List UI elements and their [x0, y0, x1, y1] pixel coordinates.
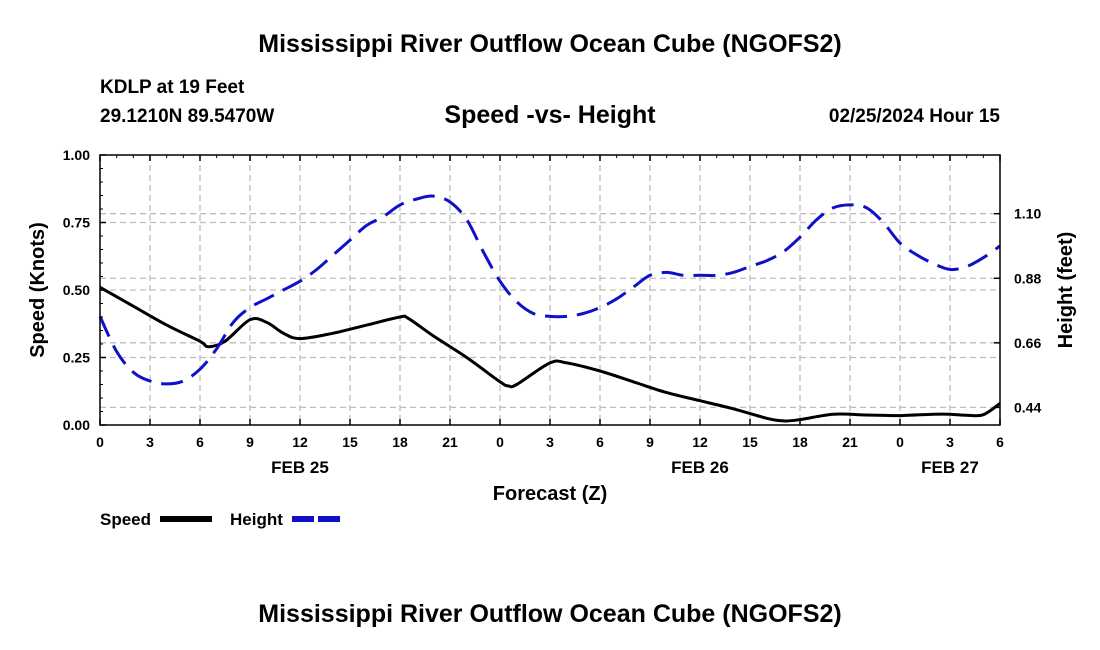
y2-tick-label: 0.44	[1014, 399, 1041, 415]
x-tick-label: 15	[742, 434, 758, 450]
y-tick-label: 1.00	[63, 147, 90, 163]
x-tick-label: 18	[792, 434, 808, 450]
y-tick-label: 0.50	[63, 282, 90, 298]
x-tick-label: 12	[692, 434, 708, 450]
y-tick-label: 0.25	[63, 350, 90, 366]
x-tick-label: 21	[842, 434, 858, 450]
date-label: FEB 27	[921, 458, 979, 477]
x-tick-label: 6	[596, 434, 604, 450]
y2-tick-label: 0.88	[1014, 270, 1041, 286]
x-tick-label: 0	[96, 434, 104, 450]
x-tick-label: 3	[546, 434, 554, 450]
legend-label-speed: Speed	[100, 510, 151, 529]
x-tick-label: 6	[996, 434, 1004, 450]
date-label: FEB 26	[671, 458, 729, 477]
legend: Speed Height	[100, 510, 344, 529]
y-tick-label: 0.00	[63, 417, 90, 433]
x-tick-label: 18	[392, 434, 408, 450]
grid-layer	[100, 155, 1000, 425]
y-axis-label: Speed (Knots)	[27, 222, 49, 358]
x-tick-label: 3	[946, 434, 954, 450]
x-axis-label: Forecast (Z)	[493, 483, 607, 505]
x-tick-label: 21	[442, 434, 458, 450]
tick-layer: 0 3 6 9 12 15 18 21 0 3 6 9 12 15 18 21 0 3 6 0.00 0.25 0.50 0…	[63, 147, 1042, 477]
y2-tick-label: 0.66	[1014, 335, 1041, 351]
x-tick-label: 12	[292, 434, 308, 450]
y-tick-label: 0.75	[63, 215, 90, 231]
y2-axis-label: Height (feet)	[1055, 232, 1077, 349]
x-tick-label: 0	[896, 434, 904, 450]
y2-tick-label: 1.10	[1014, 206, 1041, 222]
date-label: FEB 25	[271, 458, 329, 477]
x-tick-label: 15	[342, 434, 358, 450]
legend-label-height: Height	[230, 510, 283, 529]
x-tick-label: 3	[146, 434, 154, 450]
speed-height-chart: 0 3 6 9 12 15 18 21 0 3 6 9 12 15 18 21 0 3 6 0.00 0.25 0.50 0…	[0, 0, 1100, 650]
bottom-title: Mississippi River Outflow Ocean Cube (NG…	[0, 600, 1100, 629]
x-tick-label: 0	[496, 434, 504, 450]
x-tick-label: 6	[196, 434, 204, 450]
x-tick-label: 9	[646, 434, 654, 450]
x-tick-label: 9	[246, 434, 254, 450]
